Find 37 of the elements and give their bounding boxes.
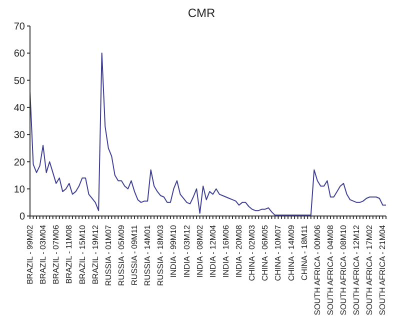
x-tick-label: CHINA - 18M11 <box>300 224 309 280</box>
y-tick-label: 60 <box>14 48 26 60</box>
x-tick-label: SOUTH AFRICA - 17M02 <box>365 224 374 316</box>
x-tick-label: INDIA - 16M06 <box>221 224 230 278</box>
x-tick-label: BRAZIL - 15M10 <box>78 224 87 284</box>
x-tick-label: CHINA - 06M05 <box>260 224 270 282</box>
x-tick-label: RUSSIA - 01M07 <box>104 224 113 286</box>
x-tick-label: BRAZIL - 19M12 <box>90 224 100 284</box>
y-tick-label: 70 <box>14 22 26 33</box>
y-tick-label: 50 <box>14 76 26 87</box>
x-tick-label: RUSSIA - 09M11 <box>130 224 140 286</box>
chart-title: CMR <box>186 6 216 20</box>
x-tick-label: BRAZIL - 99M02 <box>26 224 34 284</box>
y-tick-label: 20 <box>14 157 26 168</box>
x-tick-label: BRAZIL - 07M06 <box>52 224 61 284</box>
x-tick-label: RUSSIA - 18M03 <box>156 224 166 286</box>
x-tick-label: CHINA - 02M03 <box>248 224 257 282</box>
x-tick-label: SOUTH AFRICA - 12M12 <box>352 224 362 316</box>
x-tick-label: INDIA - 99M10 <box>169 224 178 278</box>
x-tick-label: SOUTH AFRICA - 00M06 <box>312 224 322 316</box>
x-tick-label: BRAZIL - 03M04 <box>38 224 48 284</box>
x-tick-label: CHINA - 14M09 <box>286 224 296 282</box>
y-tick-label: 40 <box>14 102 26 114</box>
x-tick-label: INDIA - 20M08 <box>234 224 244 278</box>
x-tick-label: SOUTH AFRICA - 08M10 <box>339 224 348 316</box>
x-tick-label: INDIA - 03M12 <box>182 224 192 278</box>
x-tick-label: INDIA - 12M04 <box>208 224 218 278</box>
x-tick-label: SOUTH AFRICA - 21M04 <box>378 224 388 316</box>
x-tick-label: CHINA - 10M07 <box>274 224 283 282</box>
x-tick-label: SOUTH AFRICA - 04M08 <box>326 224 335 316</box>
y-tick-label: 0 <box>19 212 26 223</box>
x-tick-label: RUSSIA - 05M09 <box>116 224 126 286</box>
x-tick-label: INDIA - 08M02 <box>195 224 204 278</box>
y-tick-label: 10 <box>14 184 26 196</box>
y-tick-label: 30 <box>14 130 26 142</box>
x-tick-label: BRAZIL - 11M08 <box>64 224 74 284</box>
x-tick-label: RUSSIA - 14M01 <box>143 224 152 286</box>
